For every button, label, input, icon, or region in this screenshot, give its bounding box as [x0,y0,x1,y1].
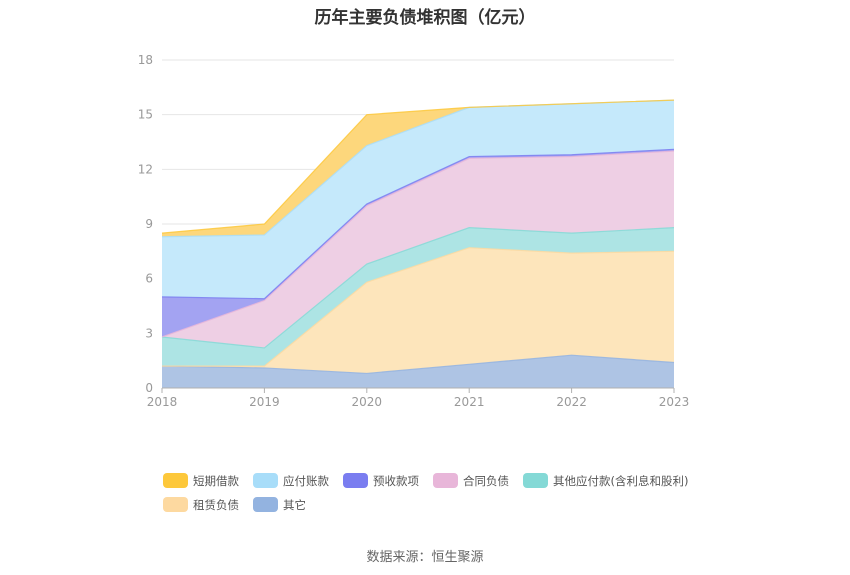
series-line-2 [161,227,675,349]
chart-title: 历年主要负债堆积图（亿元） [314,8,536,28]
y-tick-label: 9 [145,217,153,231]
area-series-6[interactable] [162,100,674,237]
series-lines [161,99,675,375]
x-tick-label: 2019 [249,395,280,409]
legend-item[interactable]: 租赁负债 [163,496,239,513]
legend-swatch [253,473,278,488]
legend-label: 预收款项 [373,473,419,488]
legend-label: 应付账款 [283,473,329,488]
x-tick-label: 2021 [454,395,485,409]
legend-item[interactable]: 短期借款 [163,472,239,489]
area-series-0[interactable] [162,355,674,388]
series-line-4 [161,148,675,300]
x-tick-label: 2022 [556,395,587,409]
y-tick-label: 15 [138,108,153,122]
series-line-0 [161,354,675,375]
chart-plot: 0 3 6 9 12 15 18 2018 2019 2020 2021 2022 2023 [138,53,690,409]
legend-label: 其他应付款(含利息和股利) [553,473,689,488]
legend-label: 租赁负债 [193,497,239,512]
y-tick-label: 0 [145,381,153,395]
legend-swatch [433,473,458,488]
y-tick-label: 3 [145,326,153,340]
legend-item[interactable]: 预收款项 [343,472,419,489]
legend-label: 其它 [283,497,306,512]
x-tick-label: 2018 [147,395,178,409]
area-series-2[interactable] [162,227,674,367]
x-tick-label: 2023 [659,395,690,409]
y-tick-label: 6 [145,272,153,286]
legend-label: 合同负债 [463,473,509,488]
series-line-3 [161,150,675,338]
source-note: 数据来源：恒生聚源 [366,550,484,565]
series-line-1 [162,247,675,367]
legend-swatch [163,473,188,488]
legend-item[interactable]: 应付账款 [253,472,329,489]
y-tick-label: 18 [138,53,153,67]
y-tick-label: 12 [138,162,153,176]
area-series-5[interactable] [162,100,674,299]
area-series-1[interactable] [162,247,674,374]
legend-swatch [253,497,278,512]
legend-item[interactable]: 其他应付款(含利息和股利) [523,472,688,489]
legend-label: 短期借款 [193,473,239,488]
area-series-3[interactable] [162,151,674,348]
legend-swatch [523,473,548,488]
axes: 0 3 6 9 12 15 18 2018 2019 2020 2021 2022 2023 [138,53,690,409]
legend: 短期借款 应付账款 预收款项 合同负债 其他应付款(含利息和股利) 租赁负债 其它 [163,472,723,513]
legend-swatch [343,473,368,488]
legend-item[interactable]: 合同负债 [433,472,509,489]
series-line-6 [161,99,675,234]
legend-item[interactable]: 其它 [253,496,306,513]
legend-swatch [163,497,188,512]
x-tick-label: 2020 [352,395,383,409]
